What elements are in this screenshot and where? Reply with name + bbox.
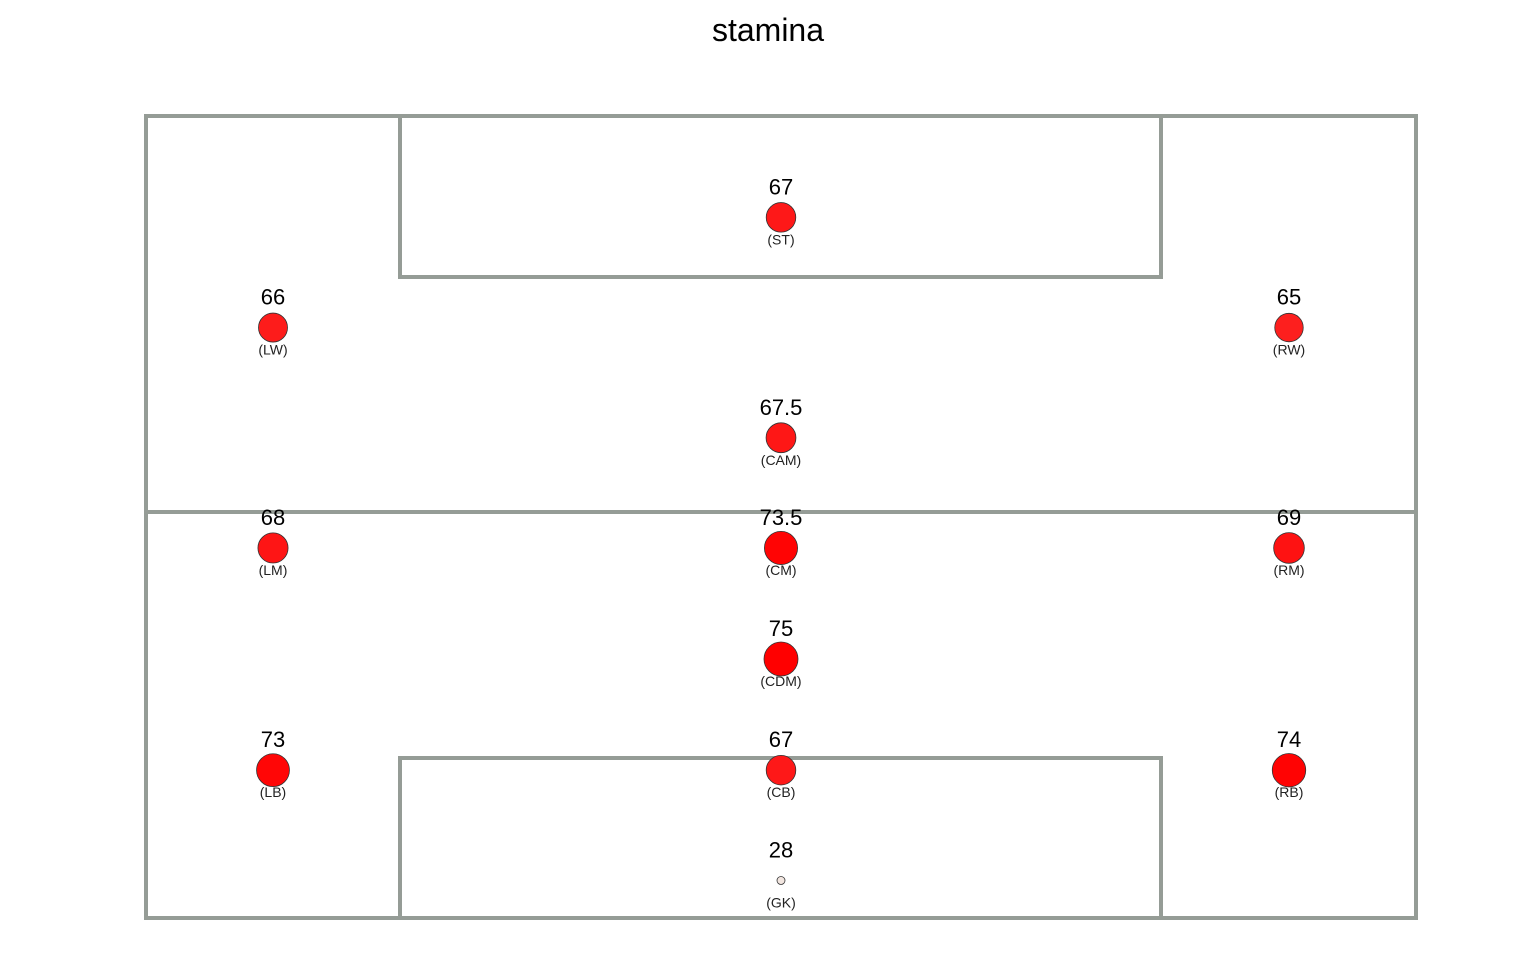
player-rm: 69 (RM) bbox=[1273, 505, 1305, 578]
position-label-gk: (GK) bbox=[766, 894, 796, 910]
point-lw bbox=[258, 312, 288, 343]
player-lw: 66 (LW) bbox=[258, 285, 288, 358]
point-cam bbox=[765, 422, 797, 454]
position-label-lm: (LM) bbox=[259, 562, 288, 578]
player-cdm: 75 (CDM) bbox=[760, 616, 801, 689]
point-lm bbox=[257, 532, 289, 564]
point-cm bbox=[764, 530, 798, 565]
point-cb bbox=[765, 755, 797, 786]
player-cb: 67 (CB) bbox=[765, 727, 797, 800]
top-penalty-box bbox=[398, 114, 1163, 279]
chart-title: stamina bbox=[712, 12, 824, 48]
point-gk bbox=[776, 876, 786, 885]
value-label-cdm: 75 bbox=[769, 616, 793, 641]
point-rm bbox=[1273, 532, 1305, 564]
point-cdm bbox=[763, 641, 799, 677]
position-label-rb: (RB) bbox=[1275, 784, 1304, 800]
player-lb: 73 (LB) bbox=[256, 727, 290, 800]
position-label-cam: (CAM) bbox=[761, 452, 801, 468]
value-label-cb: 67 bbox=[769, 727, 793, 752]
value-label-gk: 28 bbox=[769, 837, 793, 862]
player-gk: 28 (GK) bbox=[766, 837, 796, 910]
position-label-cb: (CB) bbox=[767, 784, 796, 800]
position-label-cm: (CM) bbox=[765, 562, 796, 578]
position-label-st: (ST) bbox=[767, 231, 794, 247]
value-label-rb: 74 bbox=[1277, 727, 1301, 752]
position-label-rw: (RW) bbox=[1273, 342, 1305, 358]
player-rw: 65 (RW) bbox=[1273, 285, 1305, 358]
position-label-lw: (LW) bbox=[258, 342, 287, 358]
value-label-cm: 73.5 bbox=[760, 505, 803, 530]
value-label-cam: 67.5 bbox=[760, 395, 803, 420]
player-points: 67 (ST) 66 (LW) 65 (RW) 67.5 (CAM) 68 (LM) 73.5 (CM… bbox=[256, 174, 1307, 910]
point-rb bbox=[1271, 753, 1307, 788]
position-label-lb: (LB) bbox=[260, 784, 286, 800]
value-label-st: 67 bbox=[769, 174, 793, 199]
value-label-rm: 69 bbox=[1277, 505, 1301, 530]
value-label-lb: 73 bbox=[261, 727, 285, 752]
value-label-lm: 68 bbox=[261, 505, 285, 530]
point-lb bbox=[256, 753, 290, 788]
value-label-rw: 65 bbox=[1277, 285, 1301, 310]
player-rb: 74 (RB) bbox=[1271, 727, 1307, 800]
player-cam: 67.5 (CAM) bbox=[760, 395, 803, 468]
value-label-lw: 66 bbox=[261, 285, 285, 310]
position-label-cdm: (CDM) bbox=[760, 673, 801, 689]
player-lm: 68 (LM) bbox=[257, 505, 289, 578]
position-label-rm: (RM) bbox=[1273, 562, 1304, 578]
player-cm: 73.5 (CM) bbox=[760, 505, 803, 578]
point-rw bbox=[1274, 312, 1304, 343]
point-st bbox=[765, 202, 797, 233]
player-st: 67 (ST) bbox=[765, 174, 797, 247]
